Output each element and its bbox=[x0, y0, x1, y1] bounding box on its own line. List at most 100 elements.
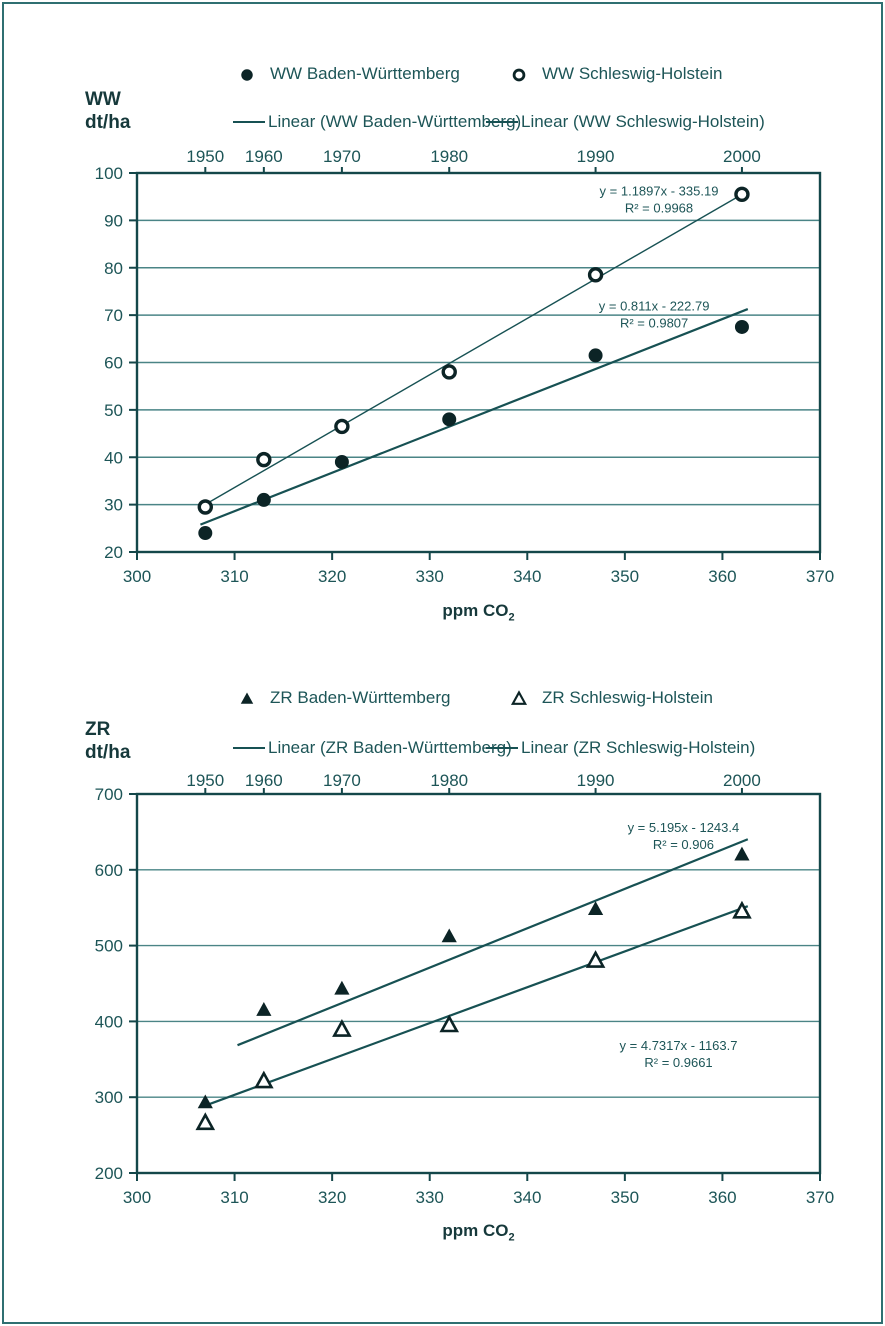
svg-text:R² = 0.9968: R² = 0.9968 bbox=[625, 201, 693, 216]
legend-label: Linear (ZR Baden-Württemberg) bbox=[268, 738, 512, 757]
svg-text:200: 200 bbox=[95, 1164, 123, 1183]
series-points bbox=[197, 186, 750, 515]
legend-entry-linear-zr-bw: Linear (ZR Baden-Württemberg) bbox=[233, 736, 512, 760]
x-axis-title-text: ppm CO bbox=[442, 1221, 509, 1240]
svg-text:R² = 0.9807: R² = 0.9807 bbox=[620, 315, 688, 330]
svg-text:700: 700 bbox=[95, 785, 123, 804]
svg-text:y = 4.7317x - 1163.7: y = 4.7317x - 1163.7 bbox=[620, 1038, 738, 1053]
plot-border bbox=[135, 171, 822, 554]
svg-text:330: 330 bbox=[416, 567, 444, 586]
legend-entry-linear-ww-sh: Linear (WW Schleswig-Holstein) bbox=[486, 110, 765, 134]
filled-triangle-icon bbox=[237, 688, 257, 708]
legend-entry-ww-sh: WW Schleswig-Holstein bbox=[509, 62, 722, 86]
svg-text:40: 40 bbox=[104, 448, 123, 467]
svg-text:1990: 1990 bbox=[577, 771, 615, 790]
ww-plot: 20 30 40 50 60 70 80 90 100 300 310 320 330 340 350 360… bbox=[95, 147, 835, 586]
svg-text:1950: 1950 bbox=[186, 147, 224, 166]
svg-text:300: 300 bbox=[123, 567, 151, 586]
svg-text:360: 360 bbox=[708, 567, 736, 586]
trendline-equation: y = 4.7317x - 1163.7 R² = 0.9661 bbox=[620, 1038, 738, 1070]
filled-circle-icon bbox=[237, 64, 257, 84]
svg-text:1980: 1980 bbox=[430, 771, 468, 790]
trendline-sample-icon bbox=[233, 747, 265, 749]
svg-text:60: 60 bbox=[104, 354, 123, 373]
svg-text:370: 370 bbox=[806, 1188, 834, 1207]
legend-entry-linear-ww-bw: Linear (WW Baden-Württemberg) bbox=[233, 110, 521, 134]
trendline-equation: y = 5.195x - 1243.4 R² = 0.906 bbox=[628, 820, 740, 852]
legend-entry-linear-zr-sh: Linear (ZR Schleswig-Holstein) bbox=[486, 736, 755, 760]
legend-entry-ww-bw: WW Baden-Württemberg bbox=[237, 62, 460, 86]
ww-y-axis-title: WW dt/ha bbox=[85, 89, 131, 133]
svg-text:400: 400 bbox=[95, 1012, 123, 1031]
svg-text:1980: 1980 bbox=[430, 147, 468, 166]
legend-label: Linear (WW Schleswig-Holstein) bbox=[521, 112, 765, 131]
svg-text:100: 100 bbox=[95, 164, 123, 183]
series-points bbox=[195, 900, 752, 1131]
svg-text:80: 80 bbox=[104, 259, 123, 278]
svg-text:320: 320 bbox=[318, 1188, 346, 1207]
legend-entry-zr-bw: ZR Baden-Württemberg bbox=[237, 686, 450, 710]
legend-label: Linear (ZR Schleswig-Holstein) bbox=[521, 738, 756, 757]
svg-text:90: 90 bbox=[104, 211, 123, 230]
y-axis: 20 30 40 50 60 70 80 90 100 bbox=[95, 164, 137, 562]
svg-text:R² = 0.9661: R² = 0.9661 bbox=[644, 1055, 712, 1070]
open-circle-icon bbox=[509, 64, 529, 84]
gridlines bbox=[137, 219, 820, 506]
svg-text:70: 70 bbox=[104, 306, 123, 325]
svg-text:1960: 1960 bbox=[245, 147, 283, 166]
svg-text:340: 340 bbox=[513, 1188, 541, 1207]
trendline-sample-icon bbox=[233, 121, 265, 123]
svg-text:20: 20 bbox=[104, 543, 123, 562]
svg-text:300: 300 bbox=[95, 1088, 123, 1107]
chart-zr: 200 300 400 500 600 700 300 310 320 330 340 350 360 3… bbox=[0, 660, 885, 1326]
ww-x-axis-title: ppm CO2 bbox=[137, 601, 820, 623]
svg-text:330: 330 bbox=[416, 1188, 444, 1207]
legend-label: Linear (WW Baden-Württemberg) bbox=[268, 112, 522, 131]
trendline-sample-icon bbox=[486, 121, 518, 123]
svg-text:300: 300 bbox=[123, 1188, 151, 1207]
svg-text:y = 0.811x - 222.79: y = 0.811x - 222.79 bbox=[599, 298, 710, 313]
svg-text:1970: 1970 bbox=[323, 771, 361, 790]
svg-text:y = 5.195x - 1243.4: y = 5.195x - 1243.4 bbox=[628, 820, 740, 835]
svg-text:y = 1.1897x - 335.19: y = 1.1897x - 335.19 bbox=[600, 184, 719, 199]
svg-text:2000: 2000 bbox=[723, 147, 761, 166]
x-axis-title-subscript: 2 bbox=[508, 611, 515, 624]
svg-text:340: 340 bbox=[513, 567, 541, 586]
svg-text:R² = 0.906: R² = 0.906 bbox=[653, 837, 714, 852]
svg-text:600: 600 bbox=[95, 861, 123, 880]
svg-text:350: 350 bbox=[611, 567, 639, 586]
trendline-equation: y = 0.811x - 222.79 R² = 0.9807 bbox=[599, 298, 710, 330]
x-axis: 300 310 320 330 340 350 360 370 bbox=[123, 1173, 834, 1207]
legend-label: ZR Schleswig-Holstein bbox=[542, 688, 713, 707]
svg-text:500: 500 bbox=[95, 937, 123, 956]
y-axis: 200 300 400 500 600 700 bbox=[95, 785, 137, 1183]
svg-text:1960: 1960 bbox=[245, 771, 283, 790]
legend-label: ZR Baden-Württemberg bbox=[270, 688, 451, 707]
svg-text:360: 360 bbox=[708, 1188, 736, 1207]
trendline-sample-icon bbox=[486, 747, 518, 749]
gridlines bbox=[137, 869, 820, 1098]
svg-text:1950: 1950 bbox=[186, 771, 224, 790]
open-triangle-icon bbox=[509, 688, 529, 708]
series-points bbox=[198, 319, 749, 541]
trendlines bbox=[202, 838, 749, 1108]
legend-label: WW Baden-Württemberg bbox=[270, 64, 460, 83]
svg-text:1970: 1970 bbox=[323, 147, 361, 166]
zr-x-axis-title: ppm CO2 bbox=[137, 1221, 820, 1243]
zr-y-axis-title: ZR dt/ha bbox=[85, 719, 131, 763]
svg-text:320: 320 bbox=[318, 567, 346, 586]
chart-ww: 20 30 40 50 60 70 80 90 100 300 310 320 330 340 350 360… bbox=[0, 0, 885, 660]
x-axis: 300 310 320 330 340 350 360 370 bbox=[123, 552, 834, 586]
svg-text:1990: 1990 bbox=[577, 147, 615, 166]
series-points bbox=[197, 846, 750, 1109]
svg-text:310: 310 bbox=[220, 567, 248, 586]
x-axis-title-text: ppm CO bbox=[442, 601, 509, 620]
trendlines bbox=[200, 192, 749, 526]
x-axis-title-subscript: 2 bbox=[508, 1231, 515, 1244]
top-year-axis: 1950 1960 1970 1980 1990 2000 bbox=[186, 147, 761, 173]
svg-text:350: 350 bbox=[611, 1188, 639, 1207]
trendline-equation: y = 1.1897x - 335.19 R² = 0.9968 bbox=[600, 184, 719, 216]
svg-text:2000: 2000 bbox=[723, 771, 761, 790]
